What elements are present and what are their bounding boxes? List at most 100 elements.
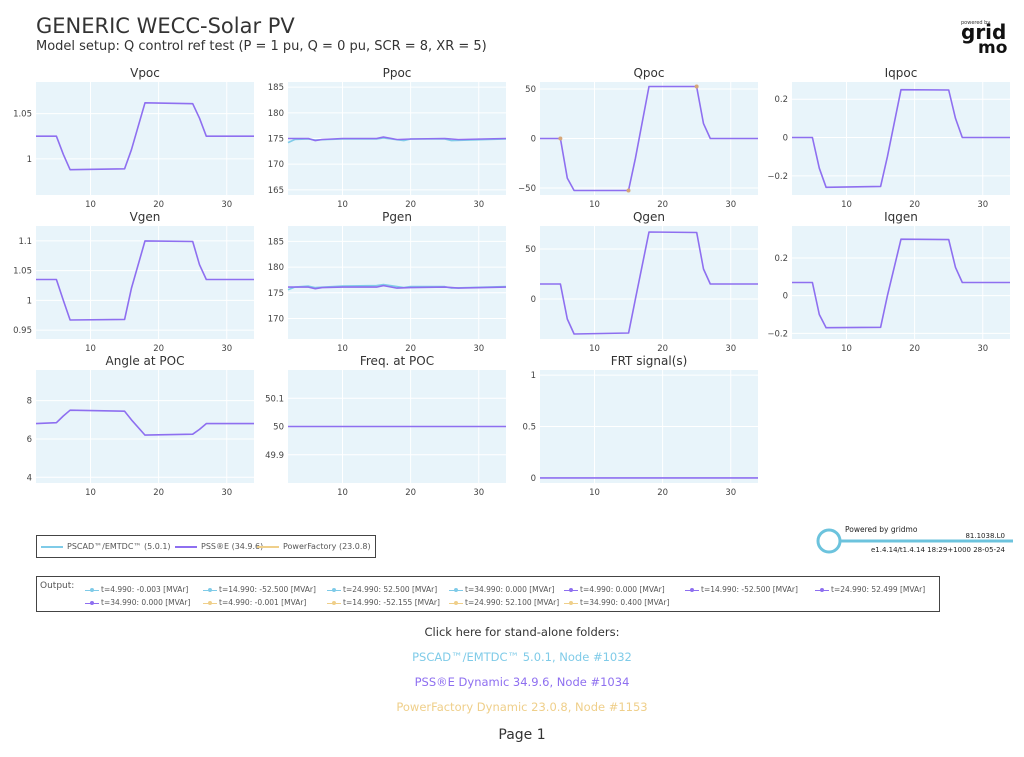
chart-title: Freq. at POC: [360, 354, 434, 368]
x-tick-label: 30: [725, 488, 736, 498]
y-tick-label: 6: [27, 435, 32, 445]
logo-bottom-text: mo: [978, 38, 1008, 58]
x-tick-label: 20: [153, 488, 164, 498]
series-line: [792, 88, 1010, 189]
chart-title: Iqgen: [884, 210, 918, 224]
plot-area: [540, 82, 758, 195]
chart-vgen: 10 20 30 0.95 1 1.05 1.1 Vgen: [13, 210, 254, 354]
link-powerfactory-folder[interactable]: PowerFactory Dynamic 23.0.8, Node #1153: [396, 700, 648, 714]
x-tick-label: 30: [221, 200, 232, 210]
output-series-line: [815, 587, 829, 592]
x-tick-label: 30: [725, 344, 736, 354]
y-tick-label: 0.2: [774, 254, 788, 264]
output-series-line: [564, 587, 578, 592]
output-series-dot: [208, 587, 212, 592]
series-line: [288, 136, 507, 142]
output-entry: t=4.990: -0.003 [MVAr]: [85, 585, 188, 594]
series-line: [792, 238, 1010, 329]
y-tick-label: 0: [783, 134, 788, 144]
y-tick-label: 165: [268, 186, 284, 196]
output-entry: t=14.990: -52.500 [MVAr]: [203, 585, 316, 594]
y-tick-label: 1.05: [13, 267, 32, 277]
output-entry-text: t=4.990: -0.003 [MVAr]: [101, 585, 189, 594]
series-line: [36, 240, 254, 321]
page-number: Page 1: [498, 727, 546, 743]
chart-vpoc: 10 20 30 1 1.05 Vpoc: [13, 66, 254, 210]
output-series-line: [203, 600, 217, 605]
series-line: [287, 283, 507, 291]
link-pscad-folder[interactable]: PSCAD™/EMTDC™ 5.0.1, Node #1032: [412, 650, 632, 664]
chart-title: Pgen: [382, 210, 412, 224]
legend-label-psse: PSS®E (34.9.6): [201, 542, 264, 551]
x-tick-label: 20: [153, 200, 164, 210]
output-readout: Output: t=4.990: -0.003 [MVAr] t=14.990: …: [36, 576, 940, 612]
series-line: [540, 85, 758, 192]
legend-item-psse[interactable]: PSS®E (34.9.6): [175, 542, 263, 552]
output-entry: t=34.990: 0.000 [MVAr]: [85, 598, 190, 607]
x-tick-label: 20: [405, 200, 416, 210]
y-tick-label: 1.05: [13, 110, 32, 120]
output-label: Output:: [40, 581, 75, 591]
y-tick-label: 1.1: [18, 237, 32, 247]
x-tick-label: 10: [85, 344, 96, 354]
x-tick-label: 10: [589, 488, 600, 498]
x-tick-label: 30: [221, 488, 232, 498]
x-tick-label: 10: [85, 200, 96, 210]
output-series-dot: [332, 587, 336, 592]
y-tick-label: 0.2: [774, 95, 788, 105]
chart-qgen: 10 20 30 0 50 Qgen: [525, 210, 758, 354]
x-tick-label: 20: [657, 344, 668, 354]
output-entry: t=4.990: 0.000 [MVAr]: [564, 585, 665, 594]
chart-ppoc: 10 20 30 165 170 175 180 185 Ppoc: [268, 66, 507, 210]
readout-marker: [694, 84, 699, 89]
link-psse-folder[interactable]: PSS®E Dynamic 34.9.6, Node #1034: [414, 675, 630, 689]
page-title: GENERIC WECC-Solar PV: [36, 14, 295, 38]
x-tick-label: 10: [337, 200, 348, 210]
x-tick-label: 10: [841, 344, 852, 354]
legend-line-powerfactory: [257, 545, 279, 548]
x-tick-label: 30: [473, 200, 484, 210]
output-entry-text: t=4.990: 0.000 [MVAr]: [580, 585, 665, 594]
gridmo-logo[interactable]: powered by grid mo: [950, 20, 1010, 60]
plot-area: [792, 82, 1010, 195]
output-series-line: [449, 600, 463, 605]
output-series-dot: [90, 600, 94, 605]
series-line: [540, 231, 758, 335]
folders-heading: Click here for stand-alone folders:: [424, 625, 620, 639]
output-entry-text: t=24.990: 52.100 [MVAr]: [465, 598, 560, 607]
slider-powered-text: Powered by gridmo: [845, 525, 918, 534]
chart-title: Qpoc: [633, 66, 664, 80]
output-series-dot: [208, 600, 212, 605]
chart-title: Ppoc: [383, 66, 412, 80]
output-entry-text: t=14.990: -52.500 [MVAr]: [219, 585, 316, 594]
chart-qpoc: 10 20 30 −50 0 50 Qpoc: [518, 66, 758, 210]
y-tick-label: 0: [531, 295, 536, 305]
y-tick-label: 170: [268, 160, 284, 170]
y-tick-label: 180: [268, 263, 284, 273]
chart-pgen: 10 20 30 170 175 180 185 Pgen: [268, 210, 507, 354]
x-tick-label: 20: [405, 344, 416, 354]
series-line: [36, 102, 254, 171]
time-slider[interactable]: Powered by gridmo 81.1038.L0 e1.4.14/t1.…: [815, 523, 1015, 558]
output-series-dot: [569, 587, 573, 592]
output-series-dot: [332, 600, 336, 605]
output-entry-text: t=14.990: -52.155 [MVAr]: [343, 598, 440, 607]
slider-handle[interactable]: [816, 528, 842, 554]
y-tick-label: 185: [268, 237, 284, 247]
legend-item-pscad[interactable]: PSCAD™/EMTDC™ (5.0.1): [41, 542, 171, 552]
legend-line-pscad: [41, 545, 63, 548]
plot-area: [36, 226, 254, 339]
y-tick-label: 50.1: [265, 394, 284, 404]
x-tick-label: 20: [909, 200, 920, 210]
legend-item-powerfactory[interactable]: PowerFactory (23.0.8): [257, 542, 371, 552]
y-tick-label: 49.9: [265, 451, 284, 461]
plot-area: [540, 226, 758, 339]
legend-line-psse: [175, 545, 197, 548]
output-series-line: [685, 587, 699, 592]
y-tick-label: 0: [531, 474, 536, 484]
output-series-line: [449, 587, 463, 592]
logo-powered-text: powered by: [961, 20, 991, 26]
output-series-line: [327, 600, 341, 605]
y-tick-label: 170: [268, 314, 284, 324]
x-tick-label: 30: [473, 344, 484, 354]
